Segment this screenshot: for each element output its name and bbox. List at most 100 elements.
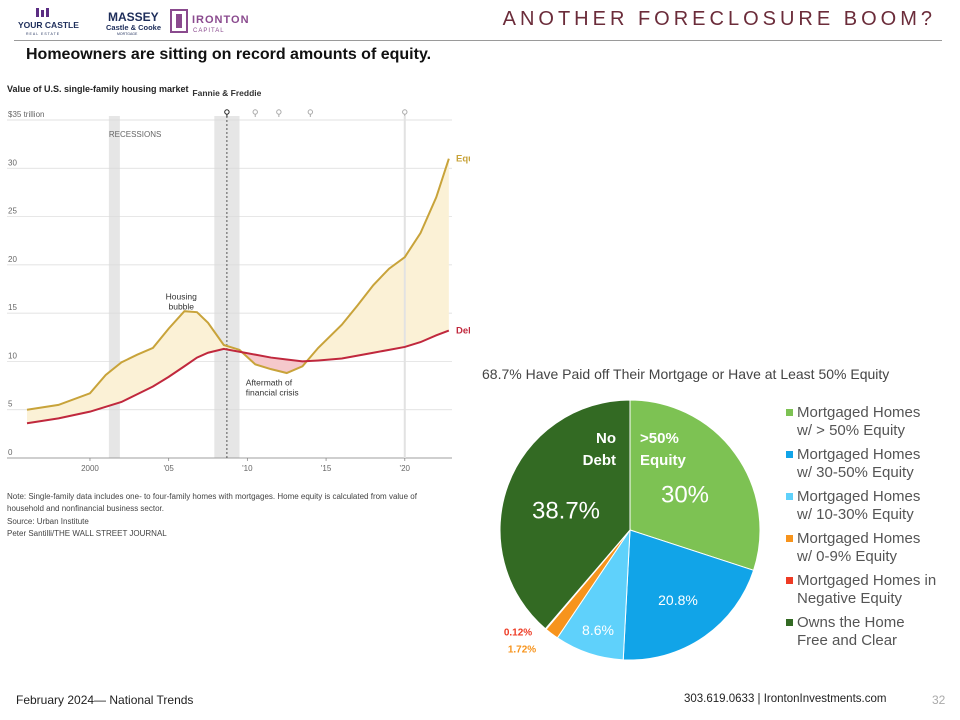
overlay-label-equity: >50% [640,430,679,447]
y-tick-label: $35 trillion [8,110,44,119]
y-tick-label: 30 [8,158,17,167]
pie-slice [622,529,755,661]
partner-logos: YOUR CASTLE REAL ESTATE MASSEY Castle & … [14,8,254,38]
equity-line [26,158,450,411]
overlay-label-no-debt: No [596,430,616,447]
debt-series-label: Debt [456,326,470,337]
event-marker [252,109,258,115]
legend-label: w/ 10-30% Equity [797,506,914,523]
y-tick-label: 0 [8,448,13,457]
massey-logo-text: MASSEY [108,10,159,24]
legend-label: w/ > 50% Equity [797,422,905,439]
pie-slice-label: 8.6% [582,622,614,638]
footer-contact: 303.619.0633 | IrontonInvestments.com [684,693,887,705]
debt-line [26,329,450,425]
legend-label: Mortgaged Homes in [797,572,937,589]
legend-label: w/ 30-50% Equity [797,464,914,481]
pie-slice [499,399,631,630]
legend-label: Mortgaged Homes [797,404,921,421]
legend-label: Mortgaged Homes [797,488,921,505]
pie-slice-label: 0.12% [504,628,532,639]
legend-swatch [786,493,793,500]
legend-label: Free and Clear [797,632,898,649]
equity-distribution-pie: 30% 20.8% 8.6% 1.72% 0.12% 38.7% No Debt >50% Eq… [499,399,761,661]
legend-label: w/ 0-9% Equity [797,548,898,565]
legend-item: Mortgaged Homes w/ 0-9% Equity [786,530,956,566]
pie-slice [629,399,761,571]
legend-item: Mortgaged Homes w/ > 50% Equity [786,404,956,440]
area-fills [27,158,449,424]
y-tick-labels: 0 5 10 15 20 25 30 $35 trillion [8,110,44,457]
series-lines [26,158,450,425]
source-line: Source: Urban Institute [7,517,89,526]
equity-series-label: Equity [456,154,470,165]
pie-legend: Mortgaged Homes w/ > 50% Equity Mortgaged … [786,404,956,656]
pie-slice-label: 20.8% [658,592,698,608]
legend-label: Negative Equity [797,590,903,607]
legend-label: Owns the Home [797,614,905,631]
event-marker [224,109,230,115]
note-line: Note: Single-family data includes one- t… [7,492,417,501]
y-tick-label: 25 [8,207,17,216]
x-tick-labels: 2000 '05 '10 '15 '20 [81,458,411,473]
legend-swatch [786,535,793,542]
ironton-logo-text: IRONTON [192,14,250,26]
recession-band [108,116,120,458]
event-marker [307,109,314,115]
x-tick-label: '15 [321,464,332,473]
recessions-label: RECESSIONS [109,130,161,139]
x-tick-label: 2000 [81,464,99,473]
y-tick-label: 15 [8,303,17,312]
legend-item: Owns the Home Free and Clear [786,614,956,650]
chart-annotation: bubble [168,302,194,312]
slide-subtitle: Homeowners are sitting on record amounts… [26,46,432,63]
chart-annotation: Aftermath of [246,378,293,388]
equity-area [27,311,243,424]
note-line: household and nonfinancial business sect… [7,504,164,513]
legend-item: Mortgaged Homes w/ 30-50% Equity [786,446,956,482]
legend-label: Mortgaged Homes [797,530,921,547]
ironton-logo: IRONTON CAPITAL [170,9,250,34]
fannie-freddie-label: Fannie & Freddie [192,88,261,98]
chart-annotation: financial crisis [246,388,299,398]
event-line: Fannie & Freddie [192,88,408,458]
housing-equity-debt-chart: RECESSIONS Fannie & Freddie 0 5 10 15 20 25 30… [7,88,470,473]
pie-chart-title: 68.7% Have Paid off Their Mortgage or Ha… [482,366,890,382]
credit-line: Peter Santilli/THE WALL STREET JOURNAL [7,529,167,538]
legend-swatch [786,451,793,458]
footer-date: February 2024— National Trends [16,693,194,707]
your-castle-logo: YOUR CASTLE REAL ESTATE [18,8,79,36]
event-marker [276,109,282,115]
massey-logo-sub: Castle & Cooke [106,23,161,32]
recession-band [214,116,240,458]
page-number: 32 [932,693,946,707]
recession-bands: RECESSIONS [108,116,240,458]
y-tick-label: 20 [8,255,17,264]
legend-label: Mortgaged Homes [797,446,921,463]
ironton-logo-sub: CAPITAL [193,28,225,34]
y-tick-label: 10 [8,351,17,360]
legend-item: Mortgaged Homes w/ 10-30% Equity [786,488,956,524]
legend-swatch [786,577,793,584]
x-tick-label: '05 [163,464,174,473]
legend-item: Mortgaged Homes in Negative Equity [786,572,956,608]
massey-logo-sub2: MORTGAGE [117,32,138,36]
overlay-label-equity: Equity [640,452,686,469]
event-marker [402,109,408,115]
pie-slices [499,399,761,661]
deficit-area [242,352,307,374]
pie-slice-labels: 30% 20.8% 8.6% 1.72% 0.12% 38.7% [504,481,709,655]
chart-annotation: Housing [166,292,197,302]
your-castle-logo-sub: REAL ESTATE [26,32,60,36]
legend-swatch [786,409,793,416]
equity-area [306,158,449,362]
x-tick-label: '20 [400,464,411,473]
pie-slice-label: 30% [661,481,709,508]
chart-notes: Note: Single-family data includes one- t… [7,491,472,540]
slide-title: ANOTHER FORECLOSURE BOOM? [502,8,936,30]
pie-slice-label: 38.7% [532,497,600,524]
massey-logo: MASSEY Castle & Cooke MORTGAGE [106,10,161,36]
your-castle-logo-text: YOUR CASTLE [18,20,79,30]
legend-swatch [786,619,793,626]
